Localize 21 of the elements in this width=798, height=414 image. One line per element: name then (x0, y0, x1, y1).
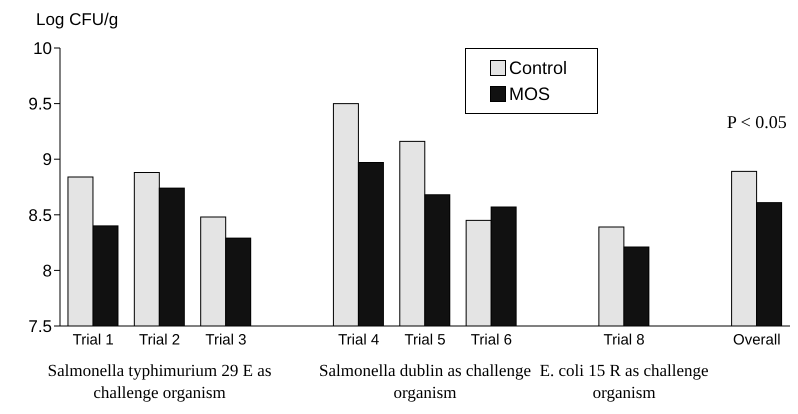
x-tick-label: Trial 2 (138, 332, 180, 349)
x-tick-label: Trial 1 (72, 332, 114, 349)
text: Salmonella dublin as challenge organism (319, 361, 531, 402)
x-tick-label: Trial 4 (338, 332, 380, 349)
x-tick-label: Overall (733, 332, 781, 349)
legend-label: Control (508, 57, 567, 80)
x-tick-label: Trial 8 (604, 332, 645, 349)
y-tick-label: 8.5 (28, 206, 52, 225)
y-tick-label: 9 (42, 150, 52, 170)
y-axis-title: Log CFU/g (36, 10, 118, 30)
y-tick-label: 7.5 (28, 317, 52, 336)
text: E. coli 15 R as challenge organism (540, 361, 709, 402)
x-tick-label: Trial 6 (470, 332, 512, 349)
y-tick-label: 10 (33, 39, 52, 58)
annotation: P < 0.05 (726, 112, 788, 133)
y-tick-label: 9.5 (28, 94, 52, 114)
text: Salmonella typhimurium 29 E as challenge organism (46, 360, 272, 404)
x-tick-label: Trial 5 (404, 332, 446, 349)
legend-label: MOS (508, 83, 550, 106)
x-tick-label: Trial 3 (205, 332, 246, 349)
y-tick-label: 8 (42, 261, 52, 280)
